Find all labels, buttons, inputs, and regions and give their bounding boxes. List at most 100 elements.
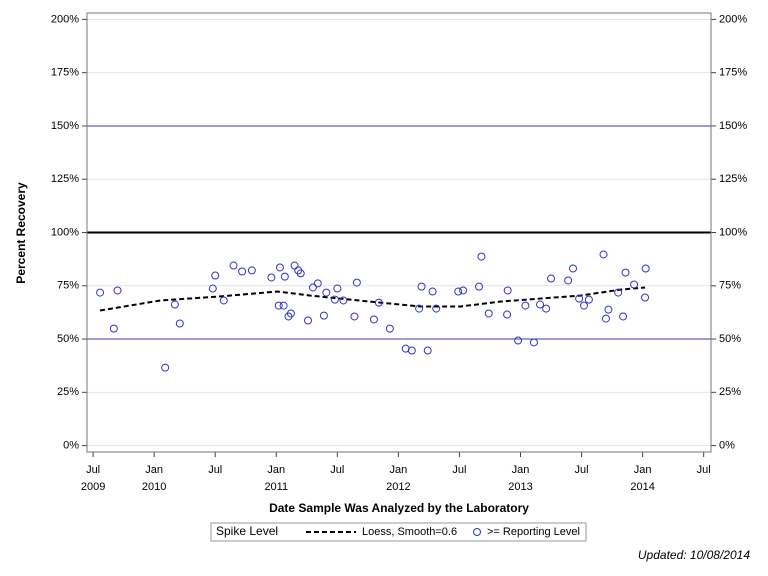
legend-label: Loess, Smooth=0.6 (362, 526, 457, 538)
data-point (454, 287, 463, 296)
data-point (267, 273, 276, 282)
data-point (428, 287, 437, 296)
data-point (330, 295, 339, 304)
data-point (599, 250, 608, 259)
y2-tick-label: 25% (719, 386, 741, 398)
x-tick-sublabel: 2009 (81, 481, 105, 493)
data-point (575, 294, 584, 303)
x-tick-label: Jan (145, 464, 163, 476)
data-point (584, 295, 593, 304)
y2-tick-label: 100% (719, 226, 747, 238)
y-tick-label: 50% (57, 333, 79, 345)
data-point (161, 363, 170, 372)
y2-tick-label: 200% (719, 13, 747, 25)
y-tick-label: 125% (51, 173, 79, 185)
data-point (503, 310, 512, 319)
x-tick-label: Jan (634, 464, 652, 476)
data-point (614, 288, 623, 297)
data-point (459, 286, 468, 295)
data-point (219, 296, 228, 305)
data-point (208, 284, 217, 293)
x-tick-label: Jul (86, 464, 100, 476)
x-tick-label: Jul (330, 464, 344, 476)
data-point (211, 271, 220, 280)
loess-line (99, 286, 646, 312)
data-point (369, 315, 378, 324)
data-point (477, 252, 486, 261)
data-point (521, 301, 530, 310)
data-point (536, 300, 545, 309)
y-tick-label: 25% (57, 386, 79, 398)
data-point (304, 316, 313, 325)
data-point (238, 267, 247, 276)
data-point (621, 268, 630, 277)
x-tick-label: Jul (452, 464, 466, 476)
data-point (514, 336, 523, 345)
y2-tick-label: 0% (719, 440, 735, 452)
data-point (319, 311, 328, 320)
y2-tick-label: 175% (719, 67, 747, 79)
data-point (170, 300, 179, 309)
data-point (313, 279, 322, 288)
data-point (529, 338, 538, 347)
x-axis-label: Date Sample Was Analyzed by the Laborato… (269, 501, 529, 515)
data-point (432, 304, 441, 313)
data-point (96, 288, 105, 297)
data-point (542, 304, 551, 313)
data-point (286, 309, 295, 318)
x-tick-sublabel: 2014 (630, 481, 654, 493)
legend-swatch (473, 528, 481, 536)
y2-tick-label: 50% (719, 333, 741, 345)
data-point (484, 309, 493, 318)
x-tick-sublabel: 2012 (386, 481, 410, 493)
data-point (274, 301, 283, 310)
legend-title: Spike Level (216, 524, 278, 538)
data-point (279, 301, 288, 310)
data-point (423, 346, 432, 355)
x-tick-label: Jan (512, 464, 530, 476)
data-point (229, 261, 238, 270)
data-point (580, 301, 589, 310)
data-point (474, 282, 483, 291)
data-point (619, 312, 628, 321)
data-point (322, 288, 331, 297)
y-axis-label: Percent Recovery (14, 182, 28, 284)
y2-tick-label: 125% (719, 173, 747, 185)
y-tick-label: 75% (57, 280, 79, 292)
x-tick-label: Jul (575, 464, 589, 476)
x-tick-label: Jan (267, 464, 285, 476)
y-tick-label: 150% (51, 120, 79, 132)
data-point (503, 286, 512, 295)
x-tick-sublabel: 2010 (142, 481, 166, 493)
data-point (296, 269, 305, 278)
y2-tick-label: 150% (719, 120, 747, 132)
data-point (113, 286, 122, 295)
data-point (547, 274, 556, 283)
data-point (350, 312, 359, 321)
data-point (333, 284, 342, 293)
data-point (601, 314, 610, 323)
legend-box (210, 522, 587, 542)
data-point (175, 319, 184, 328)
y-tick-label: 200% (51, 13, 79, 25)
legend-label: >= Reporting Level (487, 526, 580, 538)
data-point (280, 272, 289, 281)
data-point (415, 304, 424, 313)
y-tick-label: 0% (63, 440, 79, 452)
data-point (641, 264, 650, 273)
plot-frame (86, 12, 712, 453)
x-tick-label: Jul (208, 464, 222, 476)
data-point (630, 280, 639, 289)
data-point (339, 296, 348, 305)
data-point (564, 276, 573, 285)
data-point (385, 324, 394, 333)
y2-tick-label: 75% (719, 280, 741, 292)
x-tick-sublabel: 2011 (264, 481, 288, 493)
y-tick-label: 175% (51, 67, 79, 79)
data-point (569, 264, 578, 273)
data-point (641, 293, 650, 302)
data-point (374, 298, 383, 307)
data-point (109, 324, 118, 333)
data-point (308, 283, 317, 292)
